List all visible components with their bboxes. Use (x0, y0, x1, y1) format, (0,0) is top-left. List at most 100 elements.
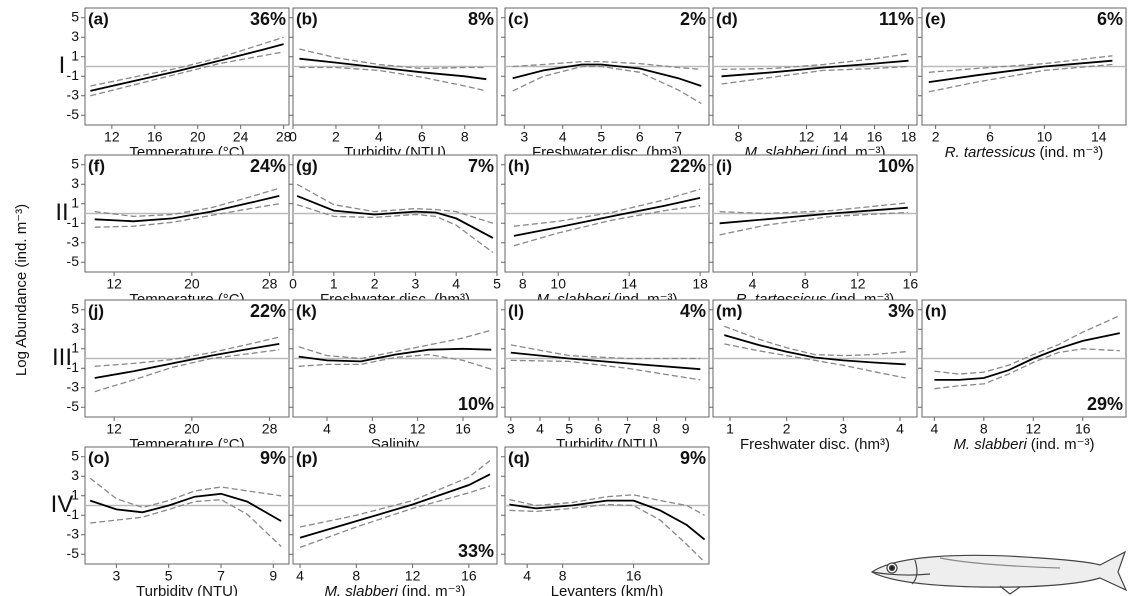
confidence-line (509, 503, 706, 563)
y-tick-label: -5 (67, 398, 80, 414)
y-axis-label: Log Abundance (ind. m⁻³) (13, 204, 30, 376)
x-tick-label: 4 (536, 421, 544, 437)
percent-label: 2% (680, 9, 706, 29)
panel: 4 8 12 16(k)10%Salinity (289, 299, 498, 453)
y-tick-label: 3 (71, 467, 79, 483)
fit-line (512, 63, 702, 87)
fit-line (719, 206, 908, 225)
panel: 0 2 4 6 8(b) 8%Turbidity (NTU) (289, 7, 498, 161)
y-tick-label: -5 (67, 253, 80, 269)
panel-label: (d) (716, 9, 738, 28)
x-tick-label: 8 (980, 421, 988, 437)
y-tick-label: 1 (71, 486, 79, 502)
x-tick-label: 16 (626, 568, 642, 584)
fit-line (934, 332, 1120, 381)
x-tick-label: 8 (352, 568, 360, 584)
panel-label: (o) (88, 448, 110, 467)
panel-label: (p) (296, 448, 318, 467)
percent-label: 9% (260, 448, 286, 468)
x-tick-label: 7 (217, 568, 225, 584)
panel-label: (c) (508, 9, 529, 28)
y-tick-label: -1 (67, 359, 80, 375)
confidence-line (90, 51, 284, 97)
confidence-line (513, 188, 701, 227)
row-label: IV (51, 491, 74, 518)
fit-line (298, 347, 492, 363)
y-tick-label: 1 (71, 47, 79, 63)
x-tick-label: 4 (749, 276, 757, 292)
panel-label: (k) (296, 301, 317, 320)
x-tick-label: 4 (323, 421, 331, 437)
y-tick-label: 5 (71, 155, 79, 171)
x-tick-label: 20 (184, 421, 200, 437)
confidence-line (296, 204, 494, 254)
x-axis-label: R. tartessicus (ind. m⁻³) (945, 144, 1104, 161)
confidence-line (89, 477, 282, 509)
x-tick-label: 18 (901, 129, 917, 145)
x-tick-label: 6 (594, 421, 602, 437)
x-tick-label: 8 (653, 421, 661, 437)
x-tick-label: 6 (636, 129, 644, 145)
percent-label: 22% (670, 156, 706, 176)
panel: 8 12 14 16 18(d) 11%M. slabberi (ind. m⁻³) (709, 7, 918, 161)
x-tick-label: 4 (375, 129, 383, 145)
y-tick-label: -1 (67, 506, 80, 522)
percent-label: 22% (250, 301, 286, 321)
x-tick-label: 24 (233, 129, 249, 145)
x-tick-label: 4 (559, 129, 567, 145)
x-tick-label: 7 (674, 129, 682, 145)
x-axis-text: Turbidity (NTU) (136, 583, 238, 596)
panel-label: (i) (716, 156, 732, 175)
x-tick-label: 1 (726, 421, 734, 437)
x-tick-label: 28 (262, 421, 278, 437)
x-tick-label: 12 (106, 421, 122, 437)
panel: -5 -3 -1 1 3 5 3 5 7 9 (o) 9% Turbidity (NTU) (67, 446, 290, 596)
y-tick-label: 5 (71, 8, 79, 24)
x-tick-label: 12 (106, 276, 122, 292)
percent-label: 4% (680, 301, 706, 321)
x-tick-label: 2 (371, 276, 379, 292)
percent-label: 7% (468, 156, 494, 176)
x-tick-label: 9 (682, 421, 690, 437)
confidence-line (298, 353, 492, 370)
confidence-line (299, 460, 491, 528)
y-tick-label: -3 (67, 525, 80, 541)
x-tick-label: 9 (269, 568, 277, 584)
confidence-line (721, 53, 909, 71)
panel: 8 10 14 18(h) 22%M. slabberi (ind. m⁻³) (501, 154, 710, 308)
x-tick-label: 3 (507, 421, 515, 437)
confidence-line (934, 315, 1121, 375)
x-tick-label: 7 (624, 421, 632, 437)
percent-label: 9% (680, 448, 706, 468)
y-tick-label: 1 (71, 194, 79, 210)
y-tick-label: 3 (71, 28, 79, 44)
x-tick-label: 0 (289, 129, 297, 145)
y-tick-label: -3 (67, 86, 80, 102)
panel: 3 4 5 6 7 8 9(l) 4%Turbidity (NTU) (501, 299, 710, 453)
confidence-line (296, 183, 494, 224)
y-tick-label: -1 (67, 214, 80, 230)
confidence-line (719, 202, 908, 215)
x-tick-label: 16 (903, 276, 919, 292)
x-tick-label: 3 (839, 421, 847, 437)
panel-label: (a) (88, 9, 109, 28)
fit-line (299, 473, 491, 539)
percent-label: 29% (1087, 394, 1123, 414)
fit-line (90, 43, 284, 92)
confidence-line (928, 63, 1113, 93)
confidence-line (298, 329, 492, 360)
x-tick-label: 14 (621, 276, 637, 292)
percent-label: 3% (888, 301, 914, 321)
x-axis-label: Freshwater disc. (hm³) (740, 436, 890, 453)
panel: 2 6 10 14 (e) 6% R. tartessicus (ind. m⁻³) (918, 7, 1127, 161)
x-tick-label: 16 (461, 568, 477, 584)
fit-line (296, 195, 494, 239)
row-label: I (59, 52, 66, 79)
x-tick-label: 20 (190, 129, 206, 145)
x-tick-label: 2 (783, 421, 791, 437)
y-tick-label: 5 (71, 300, 79, 316)
fish-illustration (870, 550, 1128, 595)
confidence-line (510, 344, 701, 360)
